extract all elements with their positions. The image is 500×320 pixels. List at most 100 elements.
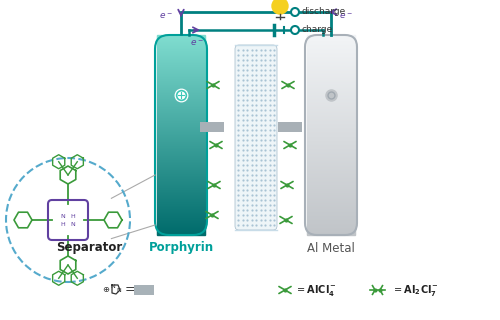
Bar xyxy=(307,37,355,38)
Bar xyxy=(157,75,205,76)
Bar xyxy=(307,66,355,67)
Bar xyxy=(157,152,205,153)
Text: charge: charge xyxy=(302,25,333,34)
Bar xyxy=(307,75,355,76)
Text: Separator: Separator xyxy=(56,242,122,254)
Bar xyxy=(157,184,205,185)
Bar xyxy=(157,218,205,219)
Bar xyxy=(307,205,355,206)
Bar xyxy=(307,116,355,117)
Bar xyxy=(307,62,355,63)
Bar xyxy=(307,44,355,45)
Bar xyxy=(157,228,205,229)
Bar xyxy=(157,166,205,167)
Bar xyxy=(157,103,205,104)
Bar xyxy=(307,207,355,208)
Bar xyxy=(307,117,355,118)
Bar xyxy=(307,108,355,109)
Bar xyxy=(157,130,205,131)
Bar xyxy=(307,146,355,147)
Bar xyxy=(157,97,205,98)
Bar xyxy=(157,58,205,59)
Bar xyxy=(157,192,205,193)
Bar xyxy=(157,35,205,36)
Bar xyxy=(157,222,205,223)
Bar xyxy=(157,41,205,42)
Bar xyxy=(307,202,355,203)
Bar xyxy=(157,56,205,57)
Bar xyxy=(157,164,205,165)
Bar xyxy=(307,135,355,136)
Bar xyxy=(307,217,355,218)
Bar xyxy=(157,167,205,168)
Bar xyxy=(307,169,355,170)
Bar xyxy=(307,173,355,174)
Bar xyxy=(307,177,355,178)
Bar xyxy=(157,230,205,231)
Bar xyxy=(307,35,355,36)
Bar xyxy=(307,86,355,87)
Bar xyxy=(157,107,205,108)
Bar xyxy=(307,68,355,69)
Bar xyxy=(307,230,355,231)
Text: Al Metal: Al Metal xyxy=(307,242,355,254)
Bar xyxy=(307,88,355,89)
Bar xyxy=(157,160,205,161)
Bar xyxy=(157,54,205,55)
Bar xyxy=(307,196,355,197)
Bar xyxy=(307,199,355,200)
Bar xyxy=(307,83,355,84)
Bar xyxy=(157,36,205,37)
Bar xyxy=(307,130,355,131)
Bar xyxy=(307,73,355,74)
Bar xyxy=(307,183,355,184)
Bar xyxy=(157,178,205,179)
Bar xyxy=(307,210,355,211)
Bar xyxy=(157,141,205,142)
Bar xyxy=(307,170,355,171)
Bar xyxy=(307,91,355,92)
Bar xyxy=(157,188,205,189)
Bar xyxy=(157,44,205,45)
Bar xyxy=(157,205,205,206)
Bar xyxy=(307,121,355,122)
Bar xyxy=(157,136,205,137)
Bar xyxy=(307,56,355,57)
Bar xyxy=(157,99,205,100)
Bar xyxy=(157,110,205,111)
Bar xyxy=(157,93,205,94)
Bar xyxy=(157,113,205,114)
Bar xyxy=(157,210,205,211)
Bar xyxy=(307,114,355,115)
Bar xyxy=(157,73,205,74)
Bar xyxy=(157,52,205,53)
Bar xyxy=(157,148,205,149)
Bar xyxy=(307,172,355,173)
Text: H: H xyxy=(60,222,66,228)
Bar xyxy=(157,126,205,127)
Bar xyxy=(307,191,355,192)
Bar xyxy=(157,88,205,89)
Bar xyxy=(157,145,205,146)
Bar xyxy=(157,78,205,79)
Bar xyxy=(307,119,355,120)
Bar xyxy=(157,51,205,52)
Bar xyxy=(157,175,205,176)
Bar xyxy=(157,190,205,191)
Bar xyxy=(157,135,205,136)
Bar xyxy=(157,57,205,58)
Bar xyxy=(307,71,355,72)
Bar xyxy=(157,207,205,208)
Bar xyxy=(157,60,205,61)
Text: $= \mathbf{AlCl_4^-}$: $= \mathbf{AlCl_4^-}$ xyxy=(295,283,337,298)
Bar xyxy=(307,143,355,144)
Bar xyxy=(307,188,355,189)
Bar xyxy=(307,50,355,51)
Bar xyxy=(307,89,355,90)
Bar xyxy=(307,41,355,42)
Bar xyxy=(157,85,205,86)
Bar xyxy=(307,160,355,161)
Bar xyxy=(307,84,355,85)
Bar xyxy=(157,62,205,63)
Bar xyxy=(307,70,355,71)
